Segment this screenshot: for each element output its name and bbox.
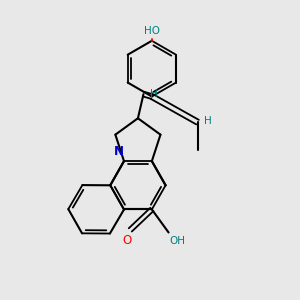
- Text: OH: OH: [169, 236, 185, 246]
- Text: O: O: [122, 234, 131, 247]
- Text: H: H: [204, 116, 212, 126]
- Text: H: H: [150, 89, 158, 99]
- Text: N: N: [114, 145, 124, 158]
- Text: HO: HO: [144, 26, 160, 36]
